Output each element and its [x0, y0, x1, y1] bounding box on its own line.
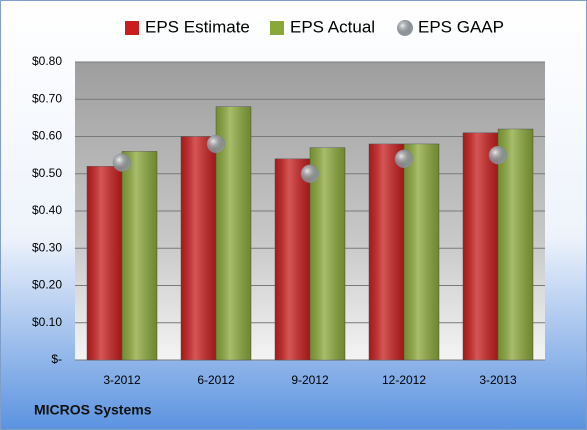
y-tick-label: $0.20: [32, 278, 62, 292]
gaap-marker-shine: [489, 146, 507, 165]
y-tick-label: $0.50: [32, 166, 62, 180]
bar-shine: [498, 129, 533, 360]
bar-shine: [369, 143, 404, 360]
x-tick-label: 3-2012: [103, 373, 141, 387]
y-tick-label: $0.70: [32, 91, 62, 105]
x-tick-label: 3-2013: [479, 373, 517, 387]
y-tick-label: $0.10: [32, 315, 62, 329]
legend-label: EPS GAAP: [418, 17, 504, 36]
bar-shine: [122, 151, 157, 360]
y-tick-label: $0.30: [32, 240, 62, 254]
legend-label: EPS Estimate: [145, 17, 250, 36]
gaap-marker-shine: [301, 164, 319, 183]
legend-marker-shine: [397, 20, 413, 36]
y-tick-label: $-: [51, 352, 62, 366]
gaap-marker-shine: [113, 153, 131, 172]
legend-label: EPS Actual: [290, 17, 375, 36]
bar-shine: [87, 166, 122, 360]
y-tick-label: $0.80: [32, 54, 62, 68]
legend-marker: [270, 21, 284, 35]
caption: MICROS Systems: [34, 402, 152, 418]
bar-shine: [275, 158, 310, 360]
legend-marker: [125, 21, 139, 35]
bar-shine: [310, 147, 345, 360]
x-tick-label: 9-2012: [291, 373, 329, 387]
gaap-marker-shine: [207, 134, 225, 153]
bar-shine: [463, 132, 498, 360]
y-tick-label: $0.40: [32, 203, 62, 217]
bar-shine: [181, 136, 216, 360]
y-tick-label: $0.60: [32, 129, 62, 143]
x-tick-label: 6-2012: [197, 373, 235, 387]
bar-shine: [404, 143, 439, 360]
gaap-marker-shine: [395, 149, 413, 168]
x-tick-label: 12-2012: [382, 373, 426, 387]
